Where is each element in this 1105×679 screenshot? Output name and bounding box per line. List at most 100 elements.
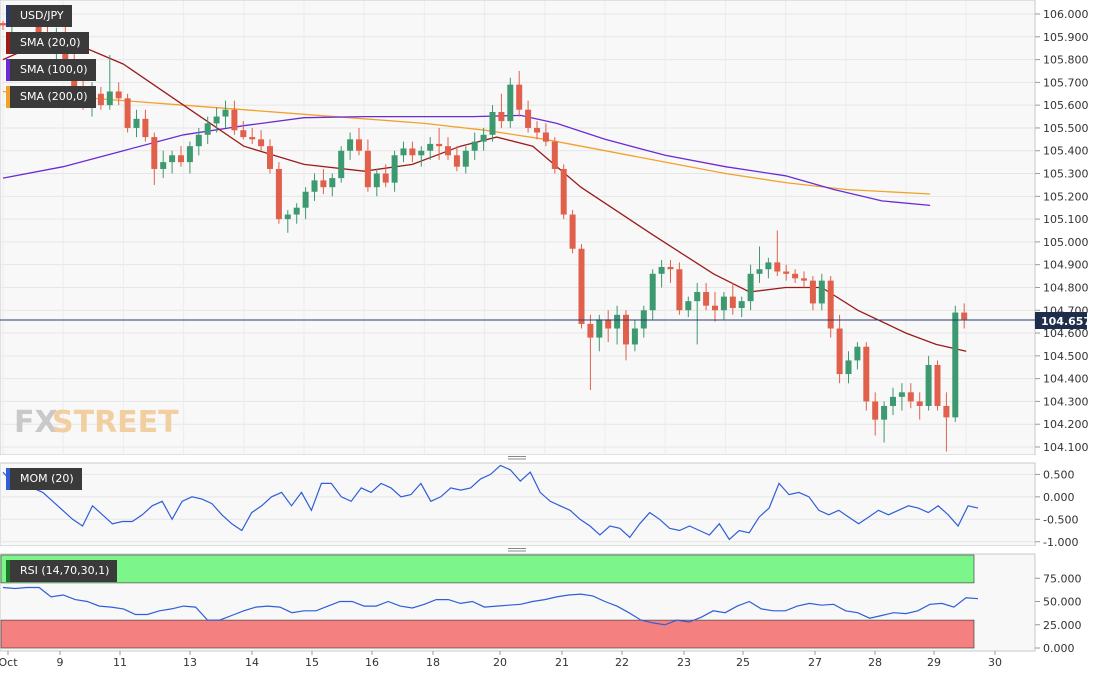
- candle-body: [160, 162, 167, 169]
- candle-body: [587, 323, 594, 338]
- rsi-swatch: [6, 560, 10, 582]
- candle: [783, 264, 790, 281]
- price-tick-label: 104.600: [1043, 327, 1089, 340]
- candle: [560, 164, 567, 220]
- candle: [720, 292, 727, 320]
- candle-body: [916, 401, 923, 406]
- sma200-tag[interactable]: SMA (200,0): [6, 86, 96, 108]
- candle: [898, 383, 905, 411]
- last-price-label: 104.657: [1041, 315, 1091, 328]
- sma20-tag[interactable]: SMA (20,0): [6, 32, 89, 54]
- candle-body: [747, 273, 754, 302]
- sma100-layer: [2, 114, 931, 207]
- candle: [373, 168, 380, 197]
- candle: [640, 305, 647, 338]
- candle-body: [551, 141, 558, 169]
- candle-body: [783, 271, 790, 274]
- mom-tick-label: 0.500: [1043, 468, 1075, 481]
- candle-body: [872, 401, 879, 420]
- x-tick-label: 23: [677, 656, 691, 669]
- price-tick-label: 105.400: [1043, 145, 1089, 158]
- candle: [916, 392, 923, 420]
- candle-body: [186, 146, 193, 163]
- x-tick-label: 16: [365, 656, 379, 669]
- x-tick-label: 27: [808, 656, 822, 669]
- candle: [0, 20, 6, 30]
- panel-splitter-2[interactable]: [0, 546, 1035, 554]
- candle-body: [542, 132, 549, 142]
- candle: [756, 246, 763, 283]
- price-tick-label: 105.700: [1043, 76, 1089, 89]
- candle: [631, 319, 638, 352]
- candle: [516, 70, 523, 117]
- candle: [845, 351, 852, 384]
- candle: [667, 260, 674, 283]
- candle: [738, 296, 745, 318]
- sma200-label: SMA (200,0): [20, 90, 88, 103]
- candle: [872, 392, 879, 436]
- candle-body: [373, 173, 380, 188]
- x-tick-label: 18: [426, 656, 440, 669]
- sma20-layer: [2, 42, 967, 352]
- price-tick-label: 105.100: [1043, 213, 1089, 226]
- candle-body: [943, 405, 950, 418]
- candle: [943, 392, 950, 452]
- candle: [676, 262, 683, 315]
- candle-body: [507, 84, 514, 122]
- candle-body: [329, 178, 336, 188]
- candle-body: [961, 312, 968, 320]
- candle-body: [240, 130, 247, 138]
- candle-body: [436, 143, 443, 147]
- x-tick-label: 28: [868, 656, 882, 669]
- candle: [453, 146, 460, 172]
- sma20-line: [2, 42, 967, 352]
- candle: [489, 105, 496, 142]
- candle-body: [249, 137, 256, 140]
- candle-body: [818, 280, 825, 304]
- candle-body: [267, 146, 273, 169]
- candle: [311, 173, 318, 201]
- sma200-swatch: [6, 86, 10, 108]
- mom-label: MOM (20): [20, 472, 74, 485]
- mom-panel: 0.500 0.000 -0.500 -1.000: [0, 462, 1078, 549]
- candle-body: [204, 123, 211, 135]
- candle: [204, 116, 211, 144]
- candle-body: [907, 392, 914, 402]
- candle: [293, 203, 300, 224]
- candle: [596, 314, 603, 352]
- candle: [925, 355, 932, 411]
- candle: [818, 273, 825, 311]
- sma100-line: [2, 114, 931, 207]
- candle: [542, 123, 549, 147]
- candle-body: [827, 280, 834, 329]
- candle: [115, 82, 122, 106]
- mom-tag[interactable]: MOM (20): [6, 468, 82, 490]
- candle: [267, 139, 273, 174]
- sma200-layer: [2, 90, 931, 195]
- candle: [151, 132, 158, 185]
- price-tick-label: 105.200: [1043, 190, 1089, 203]
- sma100-tag[interactable]: SMA (100,0): [6, 59, 96, 81]
- candle-body: [142, 118, 149, 138]
- candle-body: [845, 360, 852, 375]
- candle-body: [578, 248, 585, 324]
- panel-splitter-1[interactable]: [0, 455, 1035, 463]
- candle-body: [774, 262, 781, 272]
- price-panel: FX STREET 106.000105.900105.800105.70010…: [0, 0, 1091, 456]
- x-tick-label: 25: [736, 656, 750, 669]
- price-tick-label: 104.400: [1043, 373, 1089, 386]
- candle: [142, 109, 149, 142]
- candle-body: [409, 148, 416, 156]
- candle-body: [302, 191, 309, 208]
- candle: [222, 100, 229, 128]
- candle: [569, 209, 576, 254]
- candle-body: [391, 155, 398, 183]
- rsi-tag[interactable]: RSI (14,70,30,1): [6, 560, 118, 582]
- symbol-tag[interactable]: USD/JPY: [6, 5, 72, 27]
- candle: [498, 93, 505, 128]
- candle: [213, 107, 220, 133]
- x-tick-label: 21: [555, 656, 569, 669]
- candle: [809, 276, 816, 311]
- candle: [178, 146, 184, 167]
- candle: [729, 282, 736, 315]
